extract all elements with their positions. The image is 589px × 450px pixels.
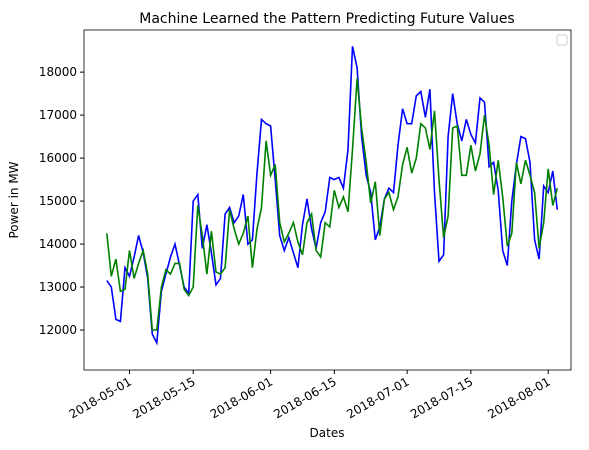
y-tick-label: 13000: [39, 280, 77, 294]
y-tick-label: 17000: [39, 108, 77, 122]
series-line: [106, 46, 559, 346]
x-tick-label: 2018-05-01: [67, 374, 134, 421]
legend-box: [556, 34, 568, 46]
x-tick-label: 2018-06-01: [208, 374, 275, 421]
y-tick-label: 18000: [39, 65, 77, 79]
y-tick-label: 15000: [39, 194, 77, 208]
plot-frame: [83, 29, 572, 371]
x-axis-label: Dates: [310, 426, 345, 440]
series-line: [106, 78, 559, 331]
y-tick-label: 14000: [39, 237, 77, 251]
x-tick-label: 2018-07-01: [344, 374, 411, 421]
y-tick-label: 12000: [39, 323, 77, 337]
x-tick-label: 2018-07-15: [408, 374, 475, 421]
y-axis-label: Power in MW: [7, 161, 21, 238]
x-tick-label: 2018-08-01: [485, 374, 552, 421]
x-tick-label: 2018-06-15: [271, 374, 338, 421]
chart-title: Machine Learned the Pattern Predicting F…: [139, 11, 514, 27]
x-tick-label: 2018-05-15: [130, 374, 197, 421]
y-tick-label: 16000: [39, 151, 77, 165]
